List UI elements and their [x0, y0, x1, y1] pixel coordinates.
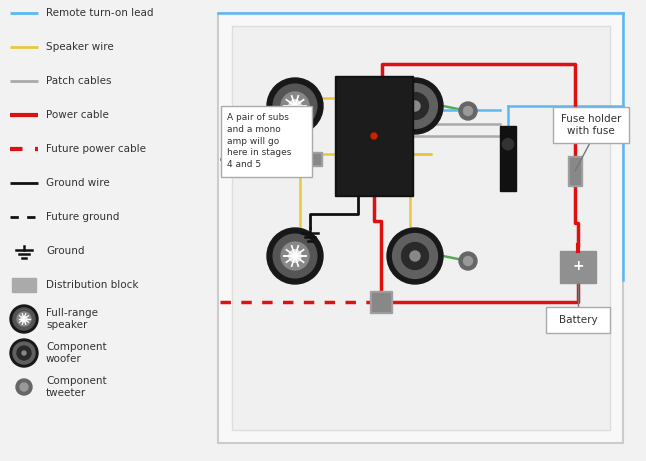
Circle shape: [402, 242, 428, 269]
Circle shape: [20, 383, 28, 391]
FancyBboxPatch shape: [553, 107, 629, 143]
Circle shape: [267, 78, 323, 134]
Text: Ground wire: Ground wire: [46, 178, 110, 188]
Text: Ground: Ground: [46, 246, 85, 256]
Circle shape: [10, 305, 38, 333]
Circle shape: [17, 312, 31, 326]
Circle shape: [289, 250, 301, 262]
Circle shape: [503, 139, 514, 150]
Circle shape: [371, 133, 377, 139]
Circle shape: [459, 252, 477, 270]
Bar: [370, 291, 392, 313]
Bar: [335, 76, 413, 196]
Circle shape: [463, 106, 472, 116]
Text: Future power cable: Future power cable: [46, 144, 146, 154]
Circle shape: [281, 242, 309, 270]
Circle shape: [17, 346, 31, 360]
Circle shape: [16, 379, 32, 395]
Bar: [570, 158, 580, 184]
Bar: [232, 26, 610, 430]
Bar: [302, 152, 322, 166]
Circle shape: [393, 83, 437, 129]
Bar: [500, 126, 516, 191]
Text: Fuse holder
with fuse: Fuse holder with fuse: [561, 114, 621, 136]
FancyBboxPatch shape: [546, 307, 610, 333]
Bar: [568, 156, 582, 186]
Circle shape: [289, 100, 301, 112]
Circle shape: [410, 251, 420, 261]
Text: Patch cables: Patch cables: [46, 76, 112, 86]
Circle shape: [13, 342, 35, 364]
Circle shape: [281, 92, 309, 120]
Circle shape: [463, 256, 472, 266]
Bar: [560, 251, 596, 283]
Bar: [337, 78, 411, 194]
Circle shape: [387, 228, 443, 284]
Text: Remote turn-on lead: Remote turn-on lead: [46, 8, 154, 18]
Circle shape: [22, 351, 26, 355]
Bar: [304, 154, 320, 164]
Text: Speaker wire: Speaker wire: [46, 42, 114, 52]
Text: Battery: Battery: [559, 315, 598, 325]
Circle shape: [13, 308, 35, 330]
Text: Future ground: Future ground: [46, 212, 120, 222]
Bar: [218, 13, 623, 443]
Circle shape: [10, 339, 38, 367]
Text: Component
tweeter: Component tweeter: [46, 376, 107, 398]
Circle shape: [387, 78, 443, 134]
Circle shape: [273, 84, 317, 128]
Text: Full-range
speaker: Full-range speaker: [46, 308, 98, 330]
Circle shape: [267, 228, 323, 284]
FancyBboxPatch shape: [220, 106, 311, 177]
Circle shape: [21, 316, 27, 322]
Circle shape: [410, 101, 420, 111]
Text: Distribution block: Distribution block: [46, 280, 138, 290]
Circle shape: [273, 234, 317, 278]
Bar: [372, 293, 390, 311]
Circle shape: [393, 234, 437, 278]
Text: +: +: [572, 260, 584, 273]
Text: Power cable: Power cable: [46, 110, 109, 120]
Bar: [12, 278, 36, 292]
Text: A pair of subs
and a mono
amp will go
here in stages
4 and 5: A pair of subs and a mono amp will go he…: [227, 113, 291, 169]
Circle shape: [402, 93, 428, 119]
Circle shape: [459, 102, 477, 120]
Text: Component
woofer: Component woofer: [46, 342, 107, 364]
